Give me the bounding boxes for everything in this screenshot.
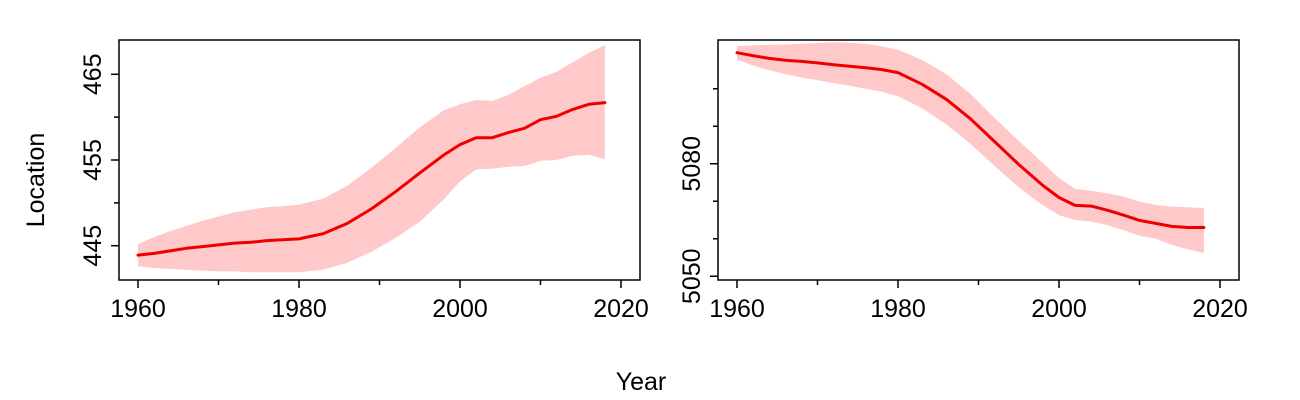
confidence-band (138, 45, 605, 273)
y-tick-label: 465 (79, 53, 107, 95)
y-axis-title: Location (22, 133, 50, 228)
x-tick-label: 2020 (1192, 295, 1248, 323)
y-tick-label: 5080 (678, 136, 706, 192)
x-tick-label: 2000 (1031, 295, 1087, 323)
y-tick-label: 455 (79, 139, 107, 181)
series-line (136, 101, 607, 257)
y-tick-label: 5050 (678, 248, 706, 304)
x-tick-label: 1980 (271, 295, 327, 323)
y-tick-label: 445 (79, 225, 107, 267)
x-axis-title: Year (616, 368, 667, 396)
x-tick-label: 1960 (709, 295, 765, 323)
right-panel: 1960 1980 2000 2020 5050 5080 (678, 39, 1248, 323)
series-line (735, 51, 1206, 229)
x-tick-label: 1980 (870, 295, 926, 323)
x-tick-label: 1960 (110, 295, 166, 323)
x-tick-label: 2020 (593, 295, 649, 323)
confidence-band (737, 42, 1204, 253)
x-tick-label: 2000 (432, 295, 488, 323)
left-panel: 1960 1980 2000 2020 445 455 465 (79, 39, 649, 323)
